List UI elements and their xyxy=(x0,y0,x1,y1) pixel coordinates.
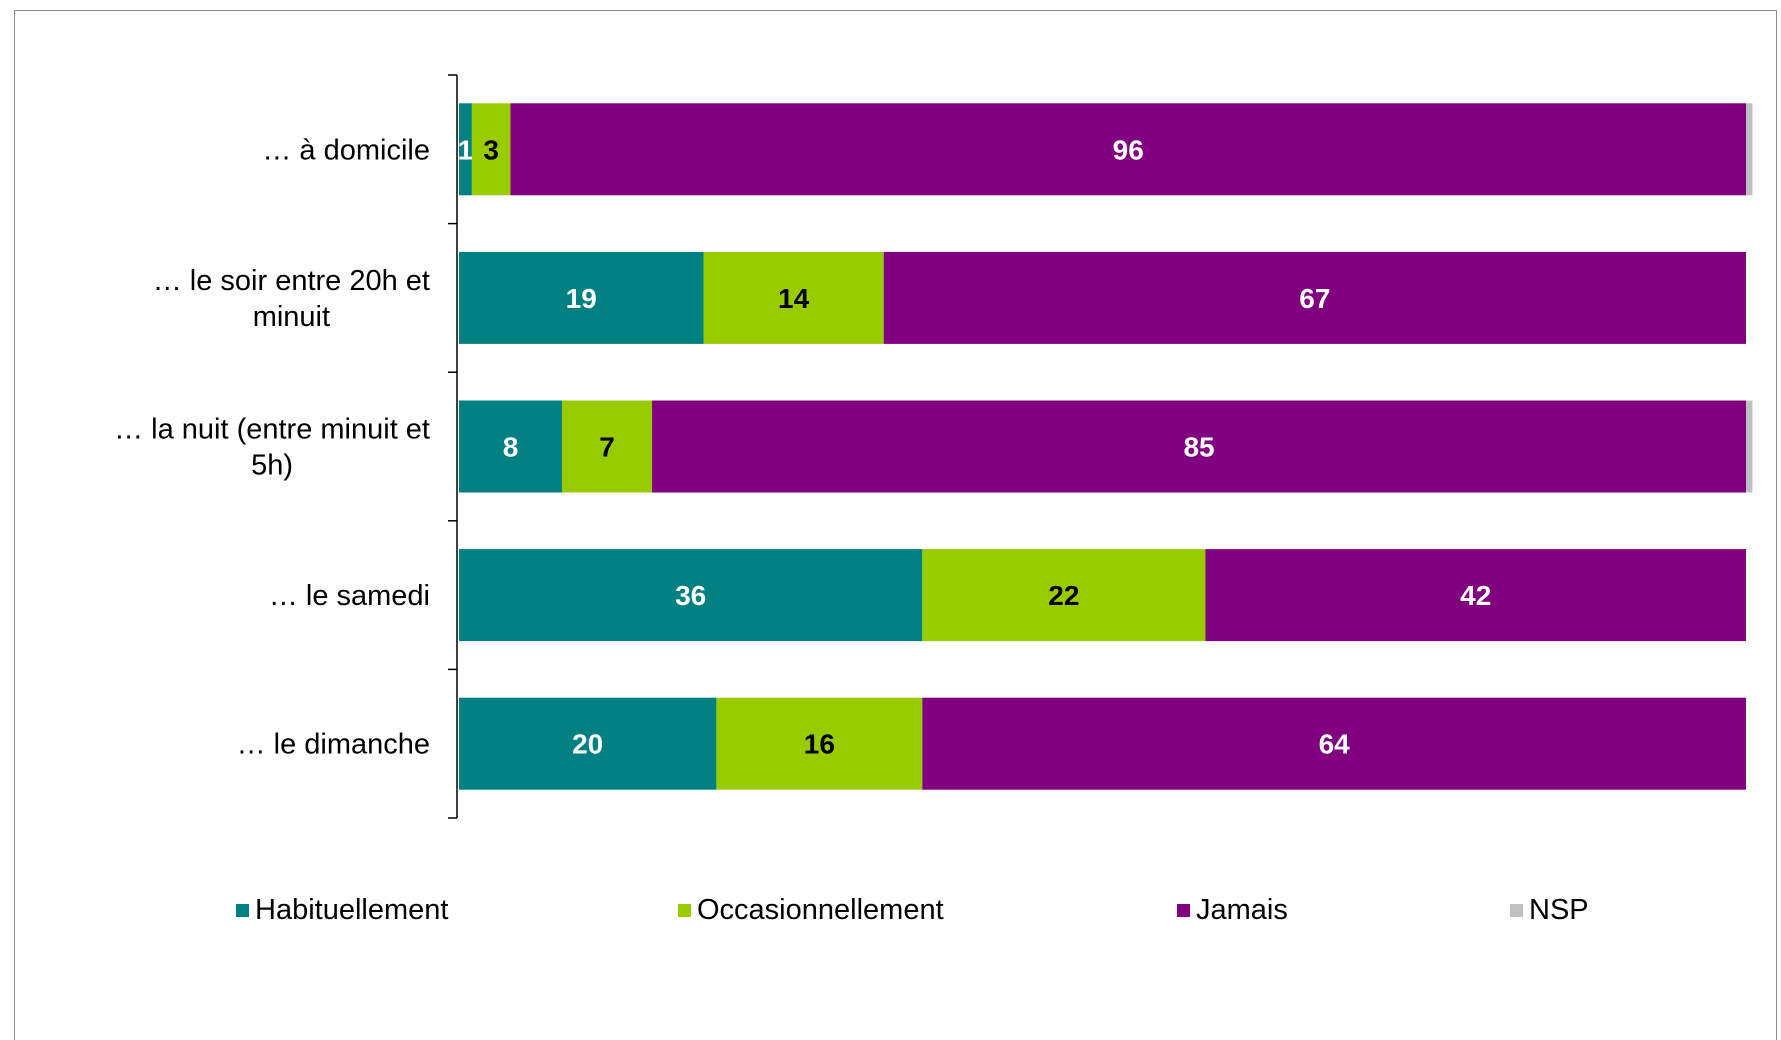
bar-segment-jamais xyxy=(652,400,1746,493)
bar-segment-habituellement xyxy=(459,251,704,344)
data-label: 36 xyxy=(675,580,706,611)
data-label: 42 xyxy=(1460,580,1491,611)
bar-segment-jamais xyxy=(883,251,1746,344)
data-label: 20 xyxy=(572,729,603,760)
data-label: 96 xyxy=(1113,134,1144,165)
legend-item-jamais: Jamais xyxy=(1177,890,1288,930)
bar-segment-habituellement xyxy=(459,103,472,196)
category-label: … à domicile xyxy=(262,134,430,166)
legend-swatch xyxy=(236,903,249,917)
data-label: 22 xyxy=(1048,580,1079,611)
bar-segment-jamais xyxy=(510,103,1747,196)
category-label: … la nuit (entre minuit et 5h) xyxy=(114,414,430,482)
bar-segment-occasionnellement xyxy=(716,697,923,790)
legend-label: Jamais xyxy=(1196,893,1288,926)
legend-label: Habituellement xyxy=(255,893,449,926)
data-label: 8 xyxy=(503,432,519,463)
category-labels: … à domicile … le soir entre 20h et minuit… xyxy=(114,134,430,760)
legend-label: NSP xyxy=(1529,893,1589,926)
legend: Habituellement Occasionnellement Jamais NSP xyxy=(0,890,1781,940)
data-label: 67 xyxy=(1299,283,1330,314)
legend-label: Occasionnellement xyxy=(697,893,944,926)
category-label: … le dimanche xyxy=(237,729,430,761)
data-label: 85 xyxy=(1183,432,1214,463)
bar-segment-nsp xyxy=(1746,103,1753,196)
legend-item-nsp: NSP xyxy=(1510,890,1589,930)
data-label: 19 xyxy=(566,283,597,314)
bar-segment-jamais xyxy=(1205,549,1746,642)
bar-segment-occasionnellement xyxy=(561,400,653,493)
data-label: 64 xyxy=(1319,729,1351,760)
category-axis xyxy=(448,74,458,819)
legend-swatch xyxy=(1177,903,1190,917)
data-label: 1 xyxy=(458,134,474,165)
bar-segment-habituellement xyxy=(459,697,717,790)
data-label: 16 xyxy=(804,729,835,760)
data-label: 7 xyxy=(599,432,615,463)
bar-segment-occasionnellement xyxy=(703,251,884,344)
data-label: 3 xyxy=(483,134,499,165)
category-label: … le soir entre 20h et minuit xyxy=(153,265,430,333)
data-label: 14 xyxy=(778,283,810,314)
bar-segment-occasionnellement xyxy=(922,549,1206,642)
legend-item-occasionnellement: Occasionnellement xyxy=(678,890,944,930)
legend-swatch xyxy=(1510,903,1523,917)
category-label: … le samedi xyxy=(269,580,430,612)
bar-segment-nsp xyxy=(1746,400,1753,493)
bars-layer: 1 3 96 19 14 67 8 7 85 36 22 42 20 16 64 xyxy=(458,103,1753,790)
bar-segment-occasionnellement xyxy=(471,103,511,196)
legend-item-habituellement: Habituellement xyxy=(236,890,448,930)
legend-swatch xyxy=(678,903,691,917)
bar-segment-habituellement xyxy=(459,400,562,493)
bar-segment-jamais xyxy=(922,697,1746,790)
bar-segment-habituellement xyxy=(459,549,923,642)
